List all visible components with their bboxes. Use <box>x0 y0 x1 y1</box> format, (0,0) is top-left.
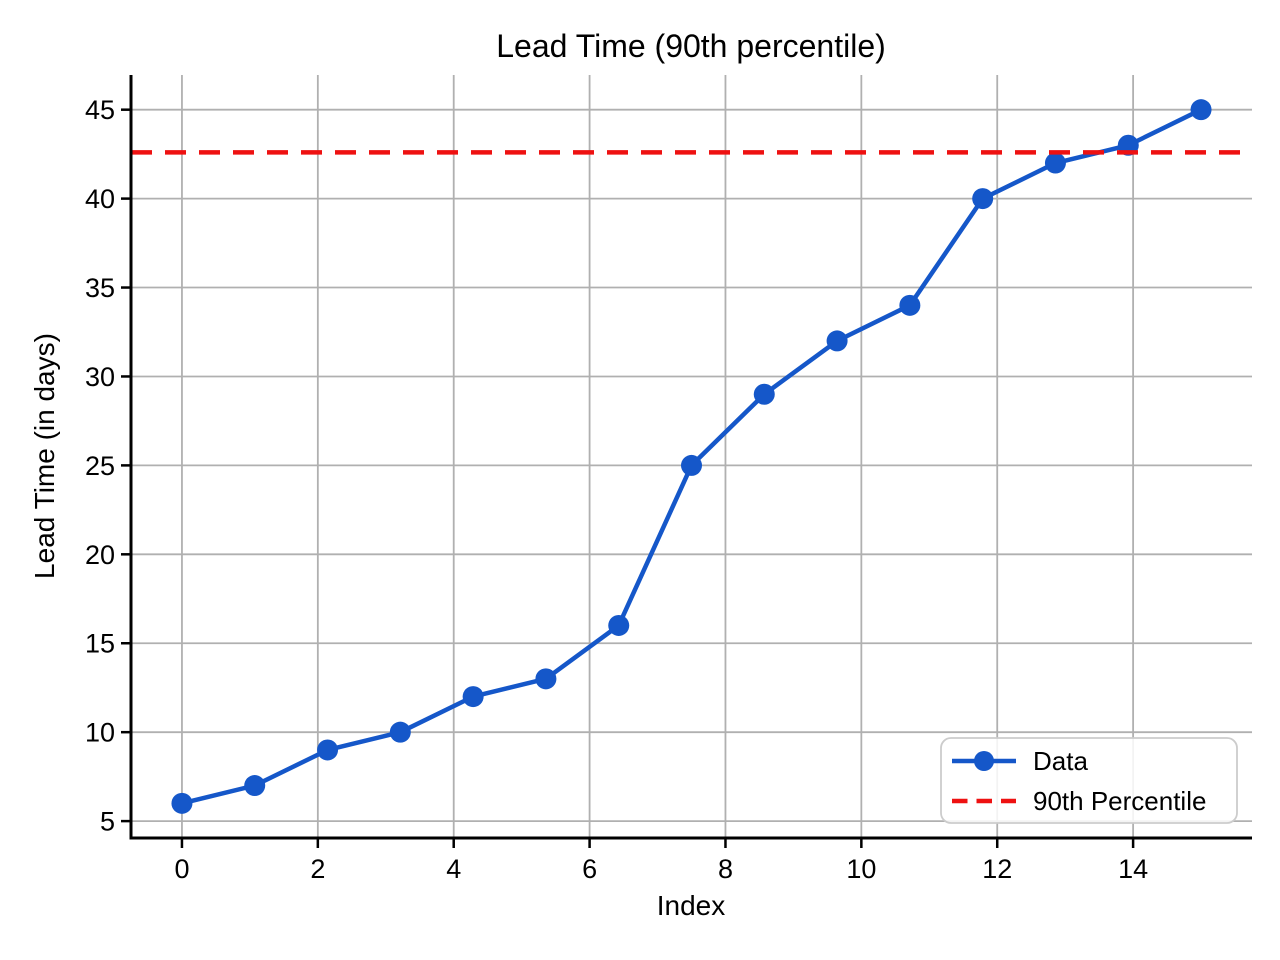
data-point-marker <box>826 330 848 352</box>
y-axis-label: Lead Time (in days) <box>29 333 60 579</box>
legend-data-marker <box>974 751 994 771</box>
y-tick-label: 15 <box>85 629 115 659</box>
y-tick-label: 10 <box>85 718 115 748</box>
data-series <box>131 99 1252 814</box>
y-tick-label: 40 <box>85 184 115 214</box>
legend-label-data: Data <box>1033 746 1088 776</box>
x-tick-label: 6 <box>582 854 597 884</box>
y-tick-label: 5 <box>100 807 115 837</box>
data-point-marker <box>681 454 702 476</box>
y-tick-label: 20 <box>85 540 115 570</box>
data-point-marker <box>1044 152 1066 174</box>
x-tick-label: 8 <box>718 854 733 884</box>
data-point-marker <box>753 383 775 405</box>
data-point-marker <box>1190 99 1212 121</box>
data-point-marker <box>462 686 484 708</box>
x-tick-label: 12 <box>982 854 1012 884</box>
axis-tick-labels: 0 2 4 6 8 10 12 14 5 10 15 20 25 30 35 40 45 <box>85 95 1148 884</box>
legend-label-percentile: 90th Percentile <box>1033 786 1206 816</box>
data-point-marker <box>899 294 921 316</box>
chart-title: Lead Time (90th percentile) <box>496 28 886 64</box>
data-point-marker <box>389 721 411 743</box>
x-tick-label: 0 <box>174 854 189 884</box>
data-point-marker <box>244 775 266 797</box>
y-tick-label: 30 <box>85 362 115 392</box>
legend: Data 90th Percentile <box>940 737 1238 824</box>
y-tick-label: 45 <box>85 95 115 125</box>
x-tick-label: 4 <box>446 854 461 884</box>
x-tick-label: 14 <box>1118 854 1148 884</box>
data-point-marker <box>317 739 339 761</box>
y-tick-label: 35 <box>85 273 115 303</box>
data-point-marker <box>535 668 557 690</box>
data-point-marker <box>972 188 994 210</box>
data-point-marker <box>171 792 193 814</box>
x-tick-label: 2 <box>310 854 325 884</box>
axis-ticks <box>121 108 1135 848</box>
y-tick-label: 25 <box>85 451 115 481</box>
x-tick-label: 10 <box>846 854 876 884</box>
data-point-marker <box>608 614 630 636</box>
x-axis-label: Index <box>657 890 726 921</box>
